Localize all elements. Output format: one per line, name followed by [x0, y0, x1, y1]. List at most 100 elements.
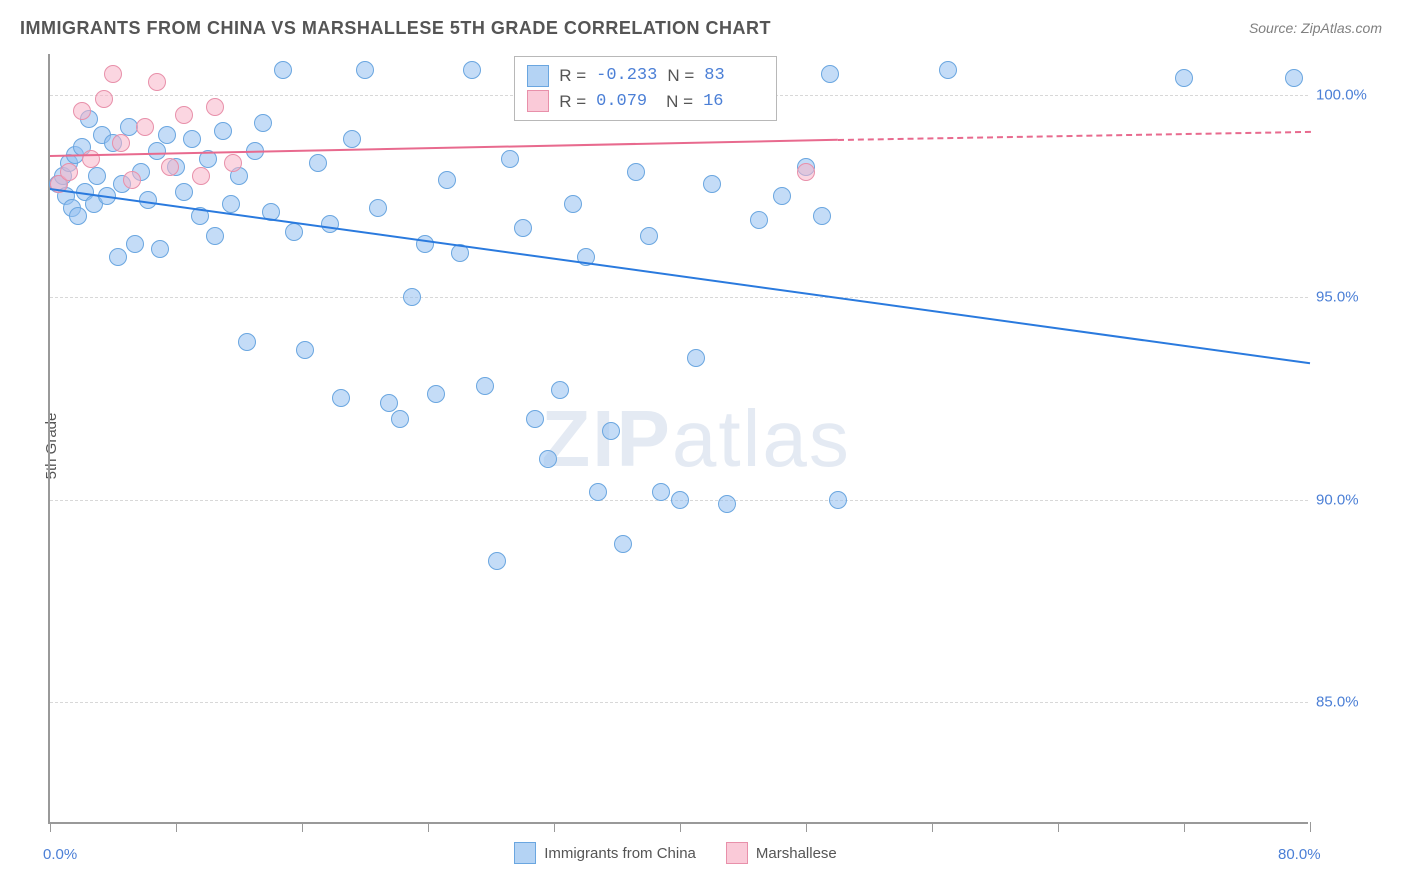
data-point: [222, 195, 240, 213]
data-point: [274, 61, 292, 79]
data-point: [640, 227, 658, 245]
x-tick: [932, 822, 933, 832]
data-point: [285, 223, 303, 241]
legend-row: R = 0.079 N = 16: [527, 89, 764, 115]
data-point: [60, 163, 78, 181]
data-point: [175, 106, 193, 124]
data-point: [1175, 69, 1193, 87]
data-point: [88, 167, 106, 185]
data-point: [671, 491, 689, 509]
n-label: N =: [667, 63, 694, 89]
x-axis-min-label: 0.0%: [43, 846, 77, 863]
data-point: [356, 61, 374, 79]
data-point: [380, 394, 398, 412]
data-point: [175, 183, 193, 201]
data-point: [126, 235, 144, 253]
data-point: [750, 211, 768, 229]
x-tick: [1058, 822, 1059, 832]
data-point: [183, 130, 201, 148]
legend-swatch: [726, 842, 748, 864]
data-point: [551, 381, 569, 399]
data-point: [1285, 69, 1303, 87]
data-point: [238, 333, 256, 351]
data-point: [564, 195, 582, 213]
data-point: [526, 410, 544, 428]
data-point: [148, 73, 166, 91]
r-label: R =: [559, 63, 586, 89]
data-point: [161, 158, 179, 176]
data-point: [687, 349, 705, 367]
watermark: ZIPatlas: [541, 393, 850, 485]
data-point: [813, 207, 831, 225]
data-point: [332, 389, 350, 407]
y-tick-label: 85.0%: [1316, 694, 1376, 711]
r-value: 0.079: [596, 89, 656, 115]
data-point: [391, 410, 409, 428]
watermark-rest: atlas: [672, 394, 851, 483]
gridline: [50, 702, 1308, 703]
data-point: [718, 495, 736, 513]
data-point: [463, 61, 481, 79]
data-point: [73, 102, 91, 120]
legend-item: Immigrants from China: [514, 842, 696, 864]
data-point: [652, 483, 670, 501]
data-point: [829, 491, 847, 509]
chart-container: IMMIGRANTS FROM CHINA VS MARSHALLESE 5TH…: [0, 0, 1406, 892]
legend-swatch: [527, 90, 549, 112]
data-point: [602, 422, 620, 440]
x-tick: [1310, 822, 1311, 832]
x-tick: [806, 822, 807, 832]
y-tick-label: 90.0%: [1316, 491, 1376, 508]
y-tick-label: 100.0%: [1316, 86, 1376, 103]
x-tick: [1184, 822, 1185, 832]
n-value: 16: [703, 89, 763, 115]
trend-line: [837, 131, 1310, 141]
data-point: [104, 65, 122, 83]
x-tick: [50, 822, 51, 832]
plot-area: ZIPatlas 85.0%90.0%95.0%100.0%: [48, 54, 1308, 824]
legend-item: Marshallese: [726, 842, 837, 864]
x-tick: [176, 822, 177, 832]
data-point: [476, 377, 494, 395]
data-point: [438, 171, 456, 189]
legend-swatch: [527, 65, 549, 87]
data-point: [614, 535, 632, 553]
data-point: [321, 215, 339, 233]
chart-title: IMMIGRANTS FROM CHINA VS MARSHALLESE 5TH…: [20, 18, 771, 39]
data-point: [403, 288, 421, 306]
data-point: [589, 483, 607, 501]
n-value: 83: [704, 63, 764, 89]
data-point: [158, 126, 176, 144]
x-tick: [554, 822, 555, 832]
x-tick: [428, 822, 429, 832]
data-point: [136, 118, 154, 136]
data-point: [627, 163, 645, 181]
data-point: [797, 163, 815, 181]
data-point: [309, 154, 327, 172]
data-point: [123, 171, 141, 189]
data-point: [343, 130, 361, 148]
data-point: [192, 167, 210, 185]
data-point: [427, 385, 445, 403]
data-point: [151, 240, 169, 258]
data-point: [939, 61, 957, 79]
data-point: [501, 150, 519, 168]
data-point: [95, 90, 113, 108]
x-tick: [302, 822, 303, 832]
legend-label: Immigrants from China: [544, 845, 696, 862]
data-point: [254, 114, 272, 132]
data-point: [539, 450, 557, 468]
x-axis-max-label: 80.0%: [1278, 846, 1321, 863]
data-point: [206, 98, 224, 116]
data-point: [703, 175, 721, 193]
r-label: R =: [559, 89, 586, 115]
n-label: N =: [666, 89, 693, 115]
data-point: [224, 154, 242, 172]
data-point: [369, 199, 387, 217]
gridline: [50, 297, 1308, 298]
data-point: [214, 122, 232, 140]
data-point: [206, 227, 224, 245]
y-tick-label: 95.0%: [1316, 289, 1376, 306]
data-point: [488, 552, 506, 570]
source-label: Source: ZipAtlas.com: [1249, 20, 1382, 36]
